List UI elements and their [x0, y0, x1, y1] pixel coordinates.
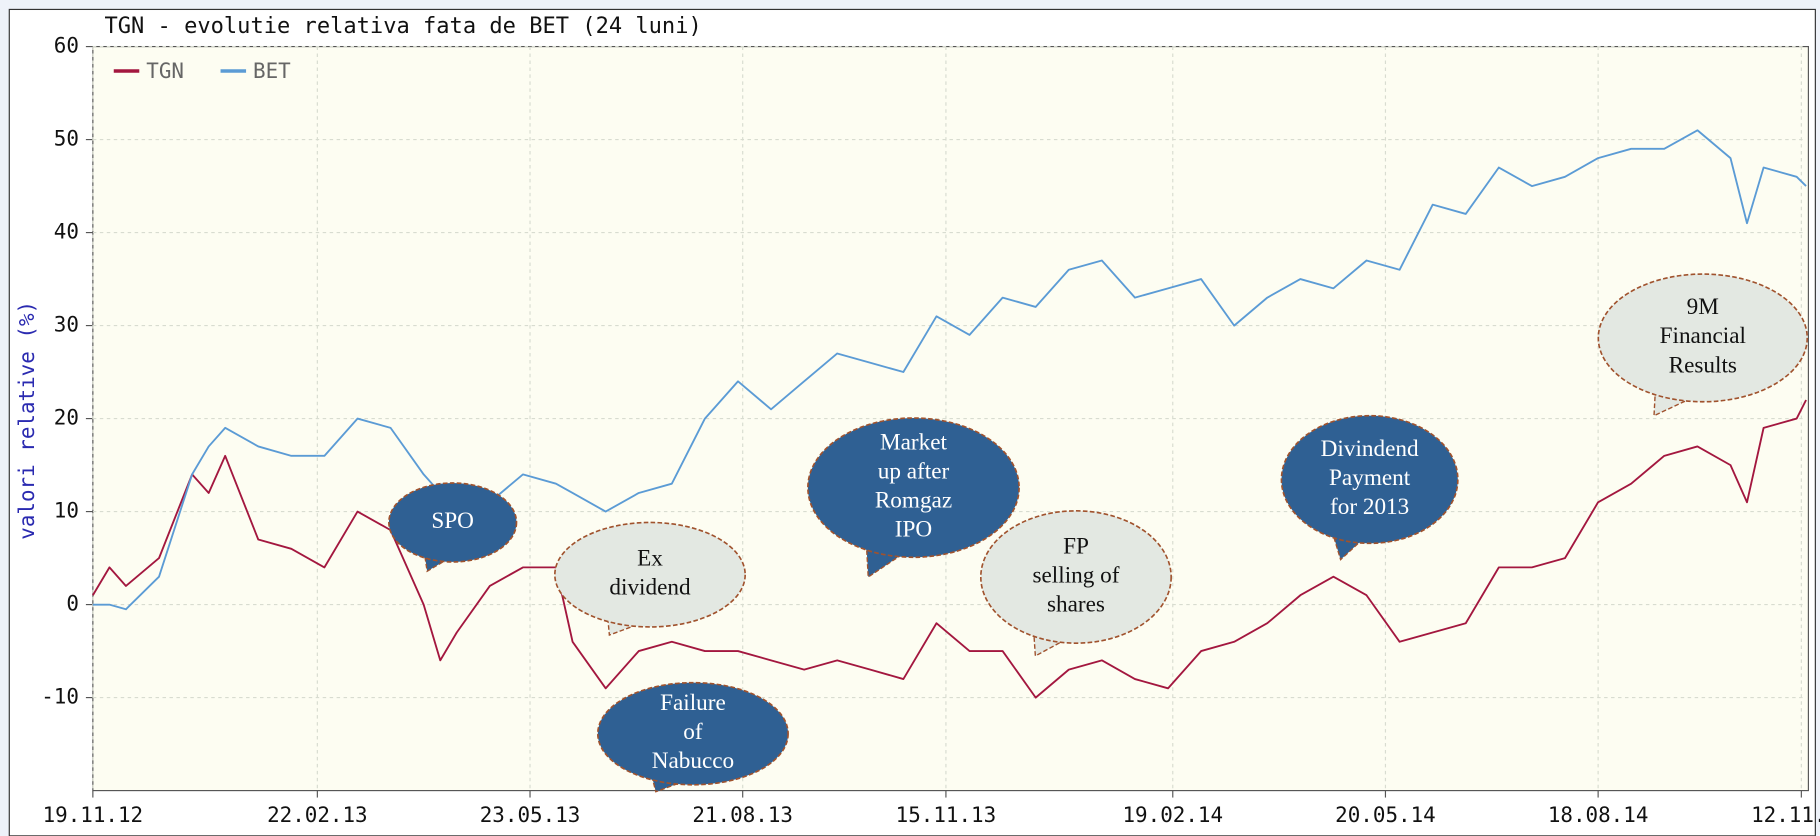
callout-text: Failure	[660, 690, 726, 716]
callout-text: FP	[1063, 533, 1089, 559]
y-tick-label: 0	[66, 592, 79, 616]
callout-text: Nabucco	[652, 748, 734, 774]
callout: SPO	[388, 482, 518, 573]
callout-text: up after	[878, 458, 950, 484]
x-tick-label: 21.08.13	[692, 803, 793, 827]
callout-text: Divindend	[1321, 436, 1419, 462]
callout-bubble	[1597, 273, 1809, 403]
callout-text: Market	[880, 429, 948, 455]
x-tick-label: 22.02.13	[267, 803, 368, 827]
callout-text: Ex	[637, 546, 663, 572]
callout-bubble	[388, 482, 518, 563]
y-tick-label: 50	[54, 127, 79, 151]
callout: Market up after Romgaz IPO	[807, 417, 1020, 579]
callout-text: IPO	[895, 516, 932, 542]
y-tick-label: 60	[54, 34, 79, 58]
callout: Divindend Payment for 2013	[1280, 414, 1459, 561]
callout-text: shares	[1047, 591, 1105, 617]
x-tick-label: 12.11.14	[1751, 803, 1820, 827]
x-tick-label: 15.11.13	[896, 803, 997, 827]
y-tick-label: 40	[54, 220, 79, 244]
callout-text: SPO	[431, 508, 474, 534]
series-line	[92, 399, 1807, 699]
callout-bubble	[979, 510, 1172, 644]
x-tick-label: 19.02.14	[1122, 803, 1223, 827]
x-tick-label: 20.05.14	[1335, 803, 1436, 827]
series-line	[92, 129, 1807, 611]
y-tick-label: -10	[41, 685, 79, 709]
callout-text: Financial	[1660, 323, 1746, 349]
x-tick-label: 19.11.12	[43, 803, 144, 827]
callout: Ex dividend	[554, 521, 746, 637]
callout: 9M Financial Results	[1597, 273, 1809, 417]
x-tick-label: 23.05.13	[480, 803, 581, 827]
callout-text: for 2013	[1330, 494, 1409, 520]
callout-text: Romgaz	[875, 487, 952, 513]
callout-bubble	[596, 681, 789, 786]
callout-text: 9M	[1687, 294, 1719, 320]
legend-label: BET	[253, 59, 291, 83]
chart-title: TGN - evolutie relativa fata de BET (24 …	[104, 14, 701, 39]
callout-text: dividend	[609, 575, 691, 601]
y-axis-label: valori relative (%)	[15, 301, 39, 540]
callout-text: selling of	[1032, 562, 1119, 588]
y-tick-label: 20	[54, 406, 79, 430]
callout-text: Results	[1669, 352, 1737, 378]
x-tick-label: 18.08.14	[1548, 803, 1649, 827]
callout-text: of	[683, 719, 703, 745]
callout: FP selling of shares	[979, 510, 1172, 658]
y-tick-label: 30	[54, 313, 79, 337]
y-tick-label: 10	[54, 499, 79, 523]
callout-bubble	[554, 521, 746, 628]
legend-label: TGN	[146, 59, 184, 83]
callout-text: Payment	[1329, 465, 1411, 491]
callout: Failure of Nabucco	[596, 681, 789, 793]
callout-bubble	[807, 417, 1020, 559]
callout-bubble	[1280, 414, 1459, 545]
